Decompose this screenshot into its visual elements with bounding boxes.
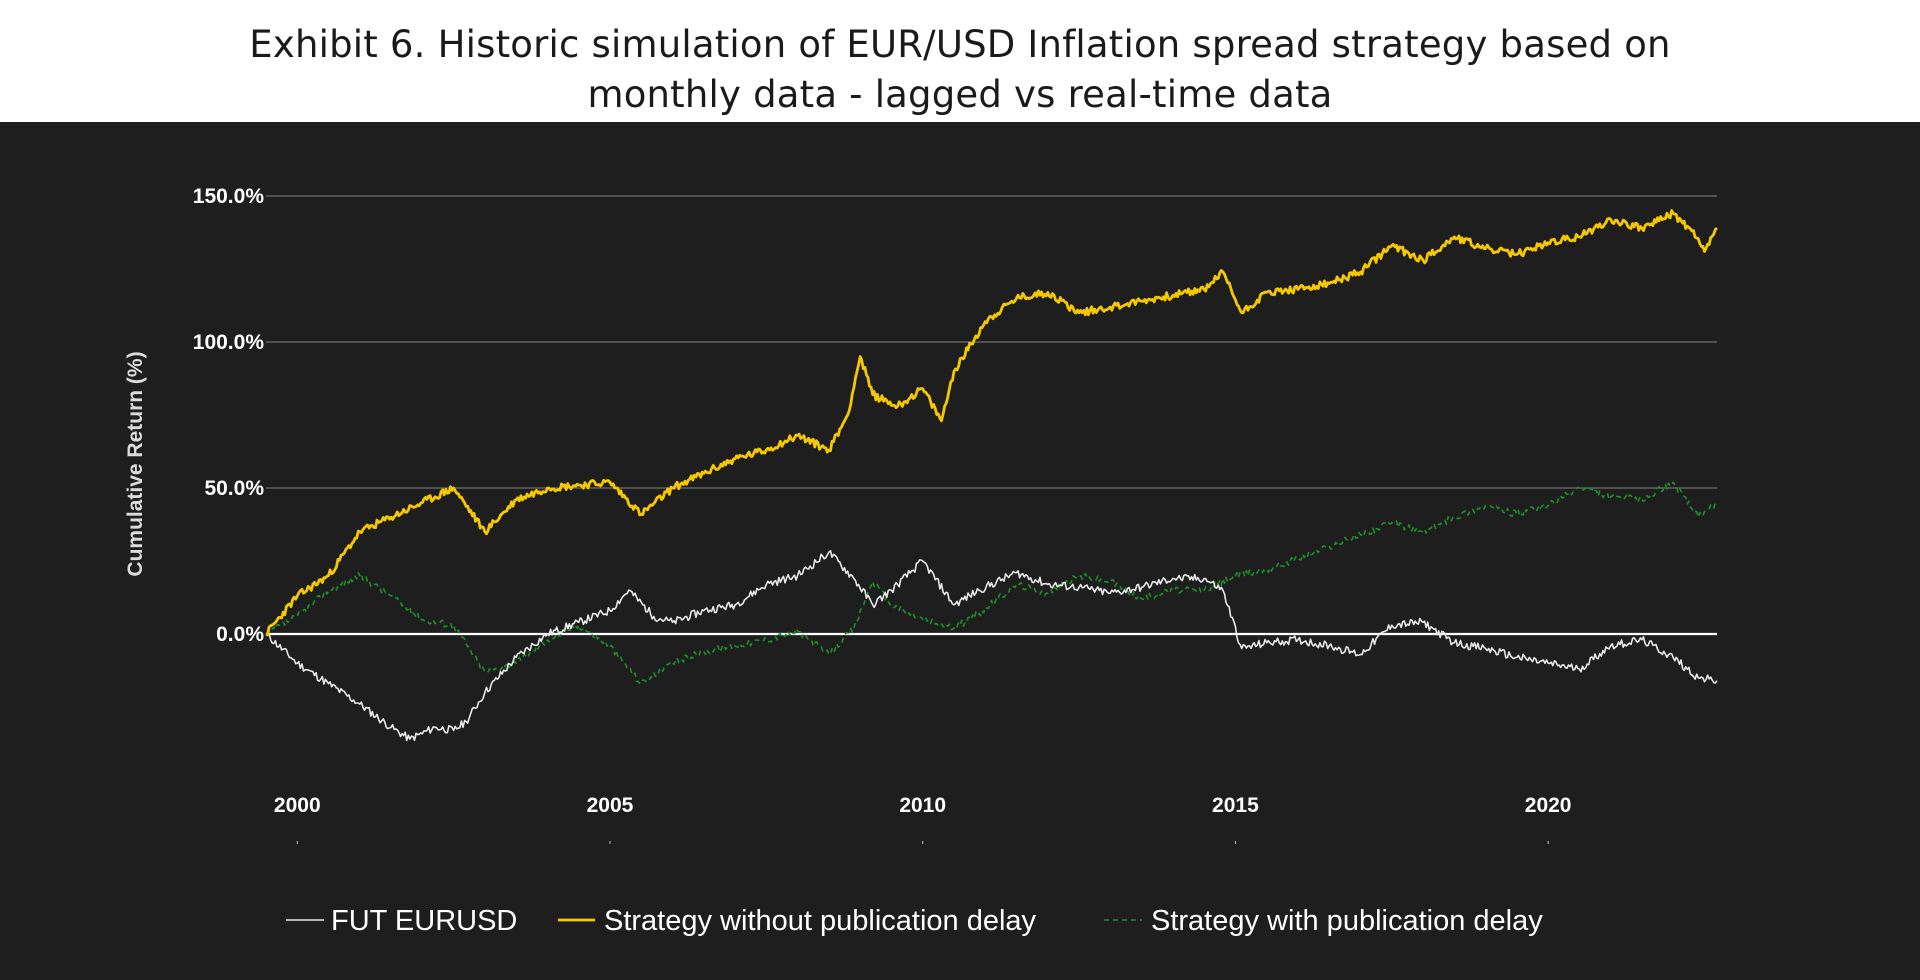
legend-label: FUT EURUSD: [331, 905, 517, 937]
x-tick-label: 2010: [899, 794, 946, 817]
legend-label: Strategy without publication delay: [604, 905, 1037, 937]
chart-title-line-1: Exhibit 6. Historic simulation of EUR/US…: [249, 23, 1671, 66]
y-tick-label: 50.0%: [204, 477, 264, 500]
legend-item-without-delay: Strategy without publication delay: [558, 905, 1037, 937]
legend-item-with-delay: Strategy with publication delay: [1104, 905, 1543, 937]
legend: FUT EURUSD Strategy without publication d…: [286, 905, 1543, 937]
grid-layer: [266, 195, 1717, 636]
chart-svg: 0.0% 50.0% 100.0% 150.0% 2000 2005 2010 2015 202…: [124, 185, 1718, 937]
chart-title-line-2: monthly data - lagged vs real-time data: [587, 73, 1333, 116]
series-layer: [265, 209, 1718, 742]
y-tick-label: 0.0%: [216, 623, 264, 646]
legend-item-fut-eurusd: FUT EURUSD: [286, 905, 517, 937]
chart-panel: 0.0% 50.0% 100.0% 150.0% 2000 2005 2010 2015 202…: [0, 122, 1920, 980]
x-tick-label: 2015: [1212, 794, 1259, 817]
series-line-with-delay: [265, 481, 1718, 685]
y-tick-label: 100.0%: [193, 331, 265, 354]
chart-title: Exhibit 6. Historic simulation of EUR/US…: [0, 0, 1920, 122]
x-tick-label: 2000: [274, 794, 321, 817]
x-tick-label: 2020: [1525, 794, 1572, 817]
series-line-without-delay: [265, 209, 1718, 637]
series-line-fut-eurusd: [265, 549, 1718, 742]
axis-layer: 0.0% 50.0% 100.0% 150.0% 2000 2005 2010 2015 202…: [124, 185, 1571, 844]
y-tick-label: 150.0%: [193, 185, 265, 208]
x-tick-label: 2005: [587, 794, 634, 817]
legend-label: Strategy with publication delay: [1151, 905, 1543, 937]
y-axis-title: Cumulative Return (%): [124, 351, 147, 576]
